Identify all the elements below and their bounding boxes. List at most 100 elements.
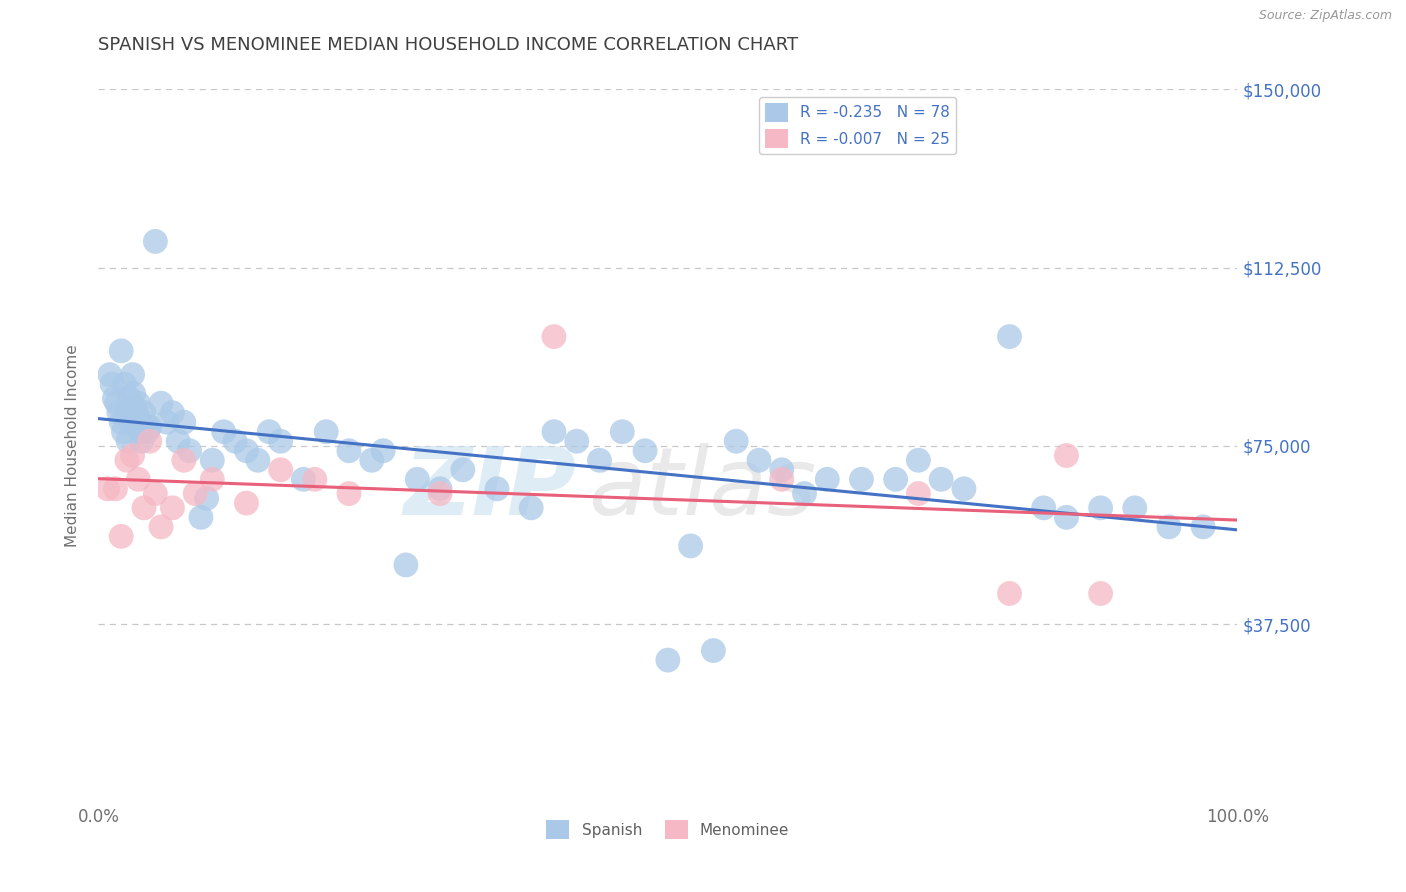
Point <box>167 434 190 449</box>
Point <box>112 425 135 439</box>
Point <box>212 425 235 439</box>
Point <box>132 500 155 515</box>
Text: atlas: atlas <box>588 443 817 534</box>
Point <box>122 386 145 401</box>
Point <box>337 443 360 458</box>
Point <box>201 453 224 467</box>
Point <box>292 472 315 486</box>
Point <box>815 472 838 486</box>
Point <box>118 392 141 406</box>
Point <box>235 443 257 458</box>
Point <box>195 491 218 506</box>
Point <box>124 401 146 415</box>
Point <box>121 368 143 382</box>
Point <box>235 496 257 510</box>
Point <box>128 415 150 429</box>
Point <box>110 529 132 543</box>
Point <box>588 453 610 467</box>
Point <box>337 486 360 500</box>
Point <box>127 472 149 486</box>
Point <box>201 472 224 486</box>
Point <box>1032 500 1054 515</box>
Point <box>770 472 793 486</box>
Point <box>1056 449 1078 463</box>
Point <box>612 425 634 439</box>
Text: Source: ZipAtlas.com: Source: ZipAtlas.com <box>1258 9 1392 22</box>
Text: ZIP: ZIP <box>404 442 576 535</box>
Point <box>429 486 451 500</box>
Point <box>108 406 131 420</box>
Legend: Spanish, Menominee: Spanish, Menominee <box>540 814 796 845</box>
Point <box>371 443 394 458</box>
Point <box>748 453 770 467</box>
Point <box>150 520 173 534</box>
Point <box>117 434 139 449</box>
Point <box>953 482 976 496</box>
Point <box>131 434 153 449</box>
Point <box>770 463 793 477</box>
Point <box>543 329 565 343</box>
Point <box>103 392 125 406</box>
Point <box>145 235 167 249</box>
Point <box>543 425 565 439</box>
Point <box>190 510 212 524</box>
Point <box>565 434 588 449</box>
Point <box>246 453 269 467</box>
Point <box>259 425 281 439</box>
Text: SPANISH VS MENOMINEE MEDIAN HOUSEHOLD INCOME CORRELATION CHART: SPANISH VS MENOMINEE MEDIAN HOUSEHOLD IN… <box>98 36 799 54</box>
Point <box>907 453 929 467</box>
Point <box>406 472 429 486</box>
Point <box>150 396 173 410</box>
Point <box>101 377 124 392</box>
Point <box>1157 520 1180 534</box>
Point <box>884 472 907 486</box>
Point <box>304 472 326 486</box>
Point <box>98 368 121 382</box>
Point <box>125 406 148 420</box>
Point <box>110 415 132 429</box>
Point <box>138 420 160 434</box>
Point <box>110 343 132 358</box>
Point <box>1090 500 1112 515</box>
Point <box>132 406 155 420</box>
Point <box>429 482 451 496</box>
Point <box>270 434 292 449</box>
Point <box>173 453 195 467</box>
Point <box>1123 500 1146 515</box>
Point <box>702 643 724 657</box>
Point <box>127 396 149 410</box>
Y-axis label: Median Household Income: Median Household Income <box>65 344 80 548</box>
Point <box>162 406 184 420</box>
Point <box>138 434 160 449</box>
Point <box>315 425 337 439</box>
Point <box>1056 510 1078 524</box>
Point <box>725 434 748 449</box>
Point <box>486 482 509 496</box>
Point <box>134 415 156 429</box>
Point <box>929 472 952 486</box>
Point <box>907 486 929 500</box>
Point <box>679 539 702 553</box>
Point <box>1090 586 1112 600</box>
Point <box>96 482 118 496</box>
Point <box>360 453 382 467</box>
Point <box>395 558 418 572</box>
Point <box>998 586 1021 600</box>
Point <box>851 472 873 486</box>
Point <box>162 500 184 515</box>
Point <box>115 453 138 467</box>
Point <box>793 486 815 500</box>
Point <box>270 463 292 477</box>
Point <box>129 425 152 439</box>
Point <box>120 415 142 429</box>
Point <box>998 329 1021 343</box>
Point <box>105 396 128 410</box>
Point <box>136 425 159 439</box>
Point <box>451 463 474 477</box>
Point <box>179 443 201 458</box>
Point <box>224 434 246 449</box>
Point <box>121 449 143 463</box>
Point <box>634 443 657 458</box>
Point <box>145 486 167 500</box>
Point <box>1192 520 1215 534</box>
